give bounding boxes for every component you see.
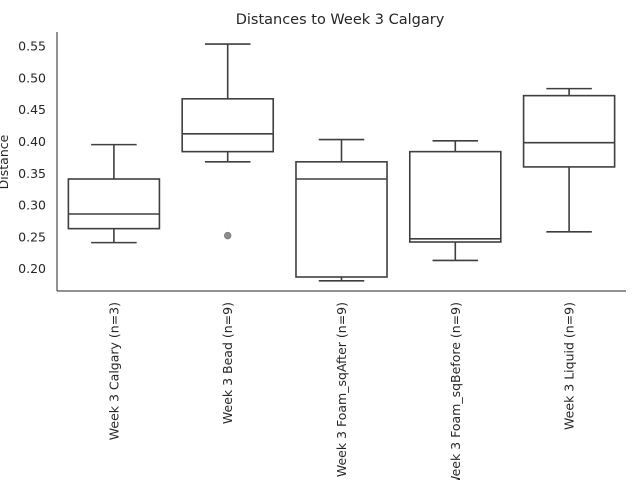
iqr-box [181, 98, 275, 153]
axes [56, 32, 626, 292]
y-tick-label: 0.45 [18, 102, 46, 117]
x-tick-label: Week 3 Liquid (n=9) [562, 302, 577, 430]
box-group [522, 87, 616, 233]
y-tick-label: 0.25 [18, 229, 46, 244]
iqr-box [408, 150, 502, 243]
y-tick-label: 0.55 [18, 39, 46, 54]
box-group [295, 138, 388, 282]
x-tick-label: Week 3 Foam_sqBefore (n=9) [448, 302, 463, 480]
y-tick-label: 0.50 [18, 70, 46, 85]
x-axis-ticks: Week 3 Calgary (n=3) Week 3 Bead (n=9) Wee… [106, 302, 576, 480]
box-group [67, 143, 161, 244]
y-axis-ticks: 0.20 0.25 0.30 0.35 0.40 0.45 0.50 0.55 [18, 39, 46, 277]
y-tick-label: 0.30 [18, 198, 46, 213]
y-tick-label: 0.40 [18, 134, 46, 149]
box-group [408, 140, 502, 262]
iqr-box [522, 94, 616, 168]
outlier-point [223, 231, 232, 240]
iqr-box [67, 178, 161, 230]
x-tick-label: Week 3 Foam_sqAfter (n=9) [334, 302, 349, 477]
chart-title: Distances to Week 3 Calgary [236, 12, 445, 28]
box-group [181, 43, 275, 240]
y-tick-label: 0.35 [18, 166, 46, 181]
y-axis-label: Distance [0, 134, 11, 189]
iqr-box [295, 161, 388, 278]
x-tick-label: Week 3 Bead (n=9) [220, 302, 235, 424]
boxes [67, 43, 616, 282]
y-tick-label: 0.20 [18, 261, 46, 276]
x-tick-label: Week 3 Calgary (n=3) [106, 302, 121, 440]
